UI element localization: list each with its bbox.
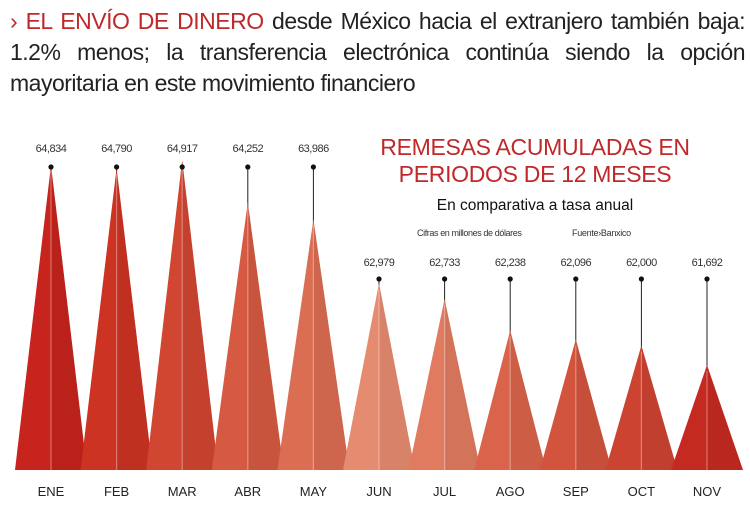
triangle-bar-mar xyxy=(146,160,219,470)
value-label: 64,790 xyxy=(101,143,132,155)
units-note: Cifras en millones de dólares xyxy=(417,228,522,238)
triangle-bar-ago xyxy=(474,330,547,470)
month-label: JUL xyxy=(433,484,456,499)
chart-subtitle: En comparativa a tasa anual xyxy=(436,197,634,214)
value-dot xyxy=(114,164,120,170)
month-label: FEB xyxy=(104,484,129,499)
triangle-shade xyxy=(444,298,481,470)
source-note: Fuente›Banxico xyxy=(572,228,631,238)
triangle-shade xyxy=(116,168,153,471)
value-dot xyxy=(376,276,382,282)
value-dot xyxy=(310,164,316,170)
triangle-bar-jul xyxy=(408,298,481,470)
value-label: 62,000 xyxy=(626,257,657,269)
value-dot xyxy=(704,276,710,282)
month-label: JUN xyxy=(366,484,391,499)
triangle-shade xyxy=(707,364,743,470)
triangle-shade xyxy=(641,345,678,470)
value-label: 64,917 xyxy=(167,143,198,155)
triangle-bar-jun xyxy=(343,283,415,470)
month-label: MAY xyxy=(300,484,328,499)
value-label: 62,096 xyxy=(560,257,591,269)
triangle-bar-ene xyxy=(15,165,87,470)
value-label: 62,733 xyxy=(429,257,460,269)
month-label: NOV xyxy=(693,484,722,499)
value-dot xyxy=(48,164,54,170)
triangle-bar-feb xyxy=(80,168,153,471)
triangle-bar-sep xyxy=(539,339,612,470)
month-label: AGO xyxy=(496,484,525,499)
month-label: ENE xyxy=(38,484,65,499)
value-dot xyxy=(638,276,645,282)
month-label: OCT xyxy=(628,484,656,499)
headline-highlight: › EL ENVÍO DE DINERO xyxy=(10,8,264,34)
triangle-shade xyxy=(182,160,219,470)
triangle-bar-nov xyxy=(671,364,743,470)
triangle-shade xyxy=(247,202,284,470)
triangle-shade xyxy=(313,219,350,470)
value-dot xyxy=(507,276,513,282)
triangle-shade xyxy=(51,165,87,470)
value-label: 62,979 xyxy=(364,257,395,269)
headline-text: desde México hacia el extranjero también… xyxy=(10,8,746,96)
value-label: 63,986 xyxy=(298,143,329,155)
triangle-shade xyxy=(575,339,612,470)
month-label: ABR xyxy=(234,484,261,499)
triangle-bar-may xyxy=(277,219,350,470)
triangle-shade xyxy=(510,330,547,470)
month-label: MAR xyxy=(168,484,197,499)
triangle-shade xyxy=(379,283,415,470)
month-label: SEP xyxy=(563,484,589,499)
value-dot xyxy=(442,276,448,282)
value-dot xyxy=(179,164,185,170)
value-dot xyxy=(245,164,251,170)
value-dot xyxy=(573,276,579,282)
headline: › EL ENVÍO DE DINERO desde México hacia … xyxy=(10,6,746,99)
triangle-bar-oct xyxy=(605,345,678,470)
value-label: 61,692 xyxy=(692,257,723,269)
value-label: 64,252 xyxy=(232,143,263,155)
triangle-bar-abr xyxy=(211,202,284,470)
value-label: 64,834 xyxy=(36,143,67,155)
chart-title: REMESAS ACUMULADAS EN PERIODOS DE 12 MES… xyxy=(380,134,690,187)
value-label: 62,238 xyxy=(495,257,526,269)
